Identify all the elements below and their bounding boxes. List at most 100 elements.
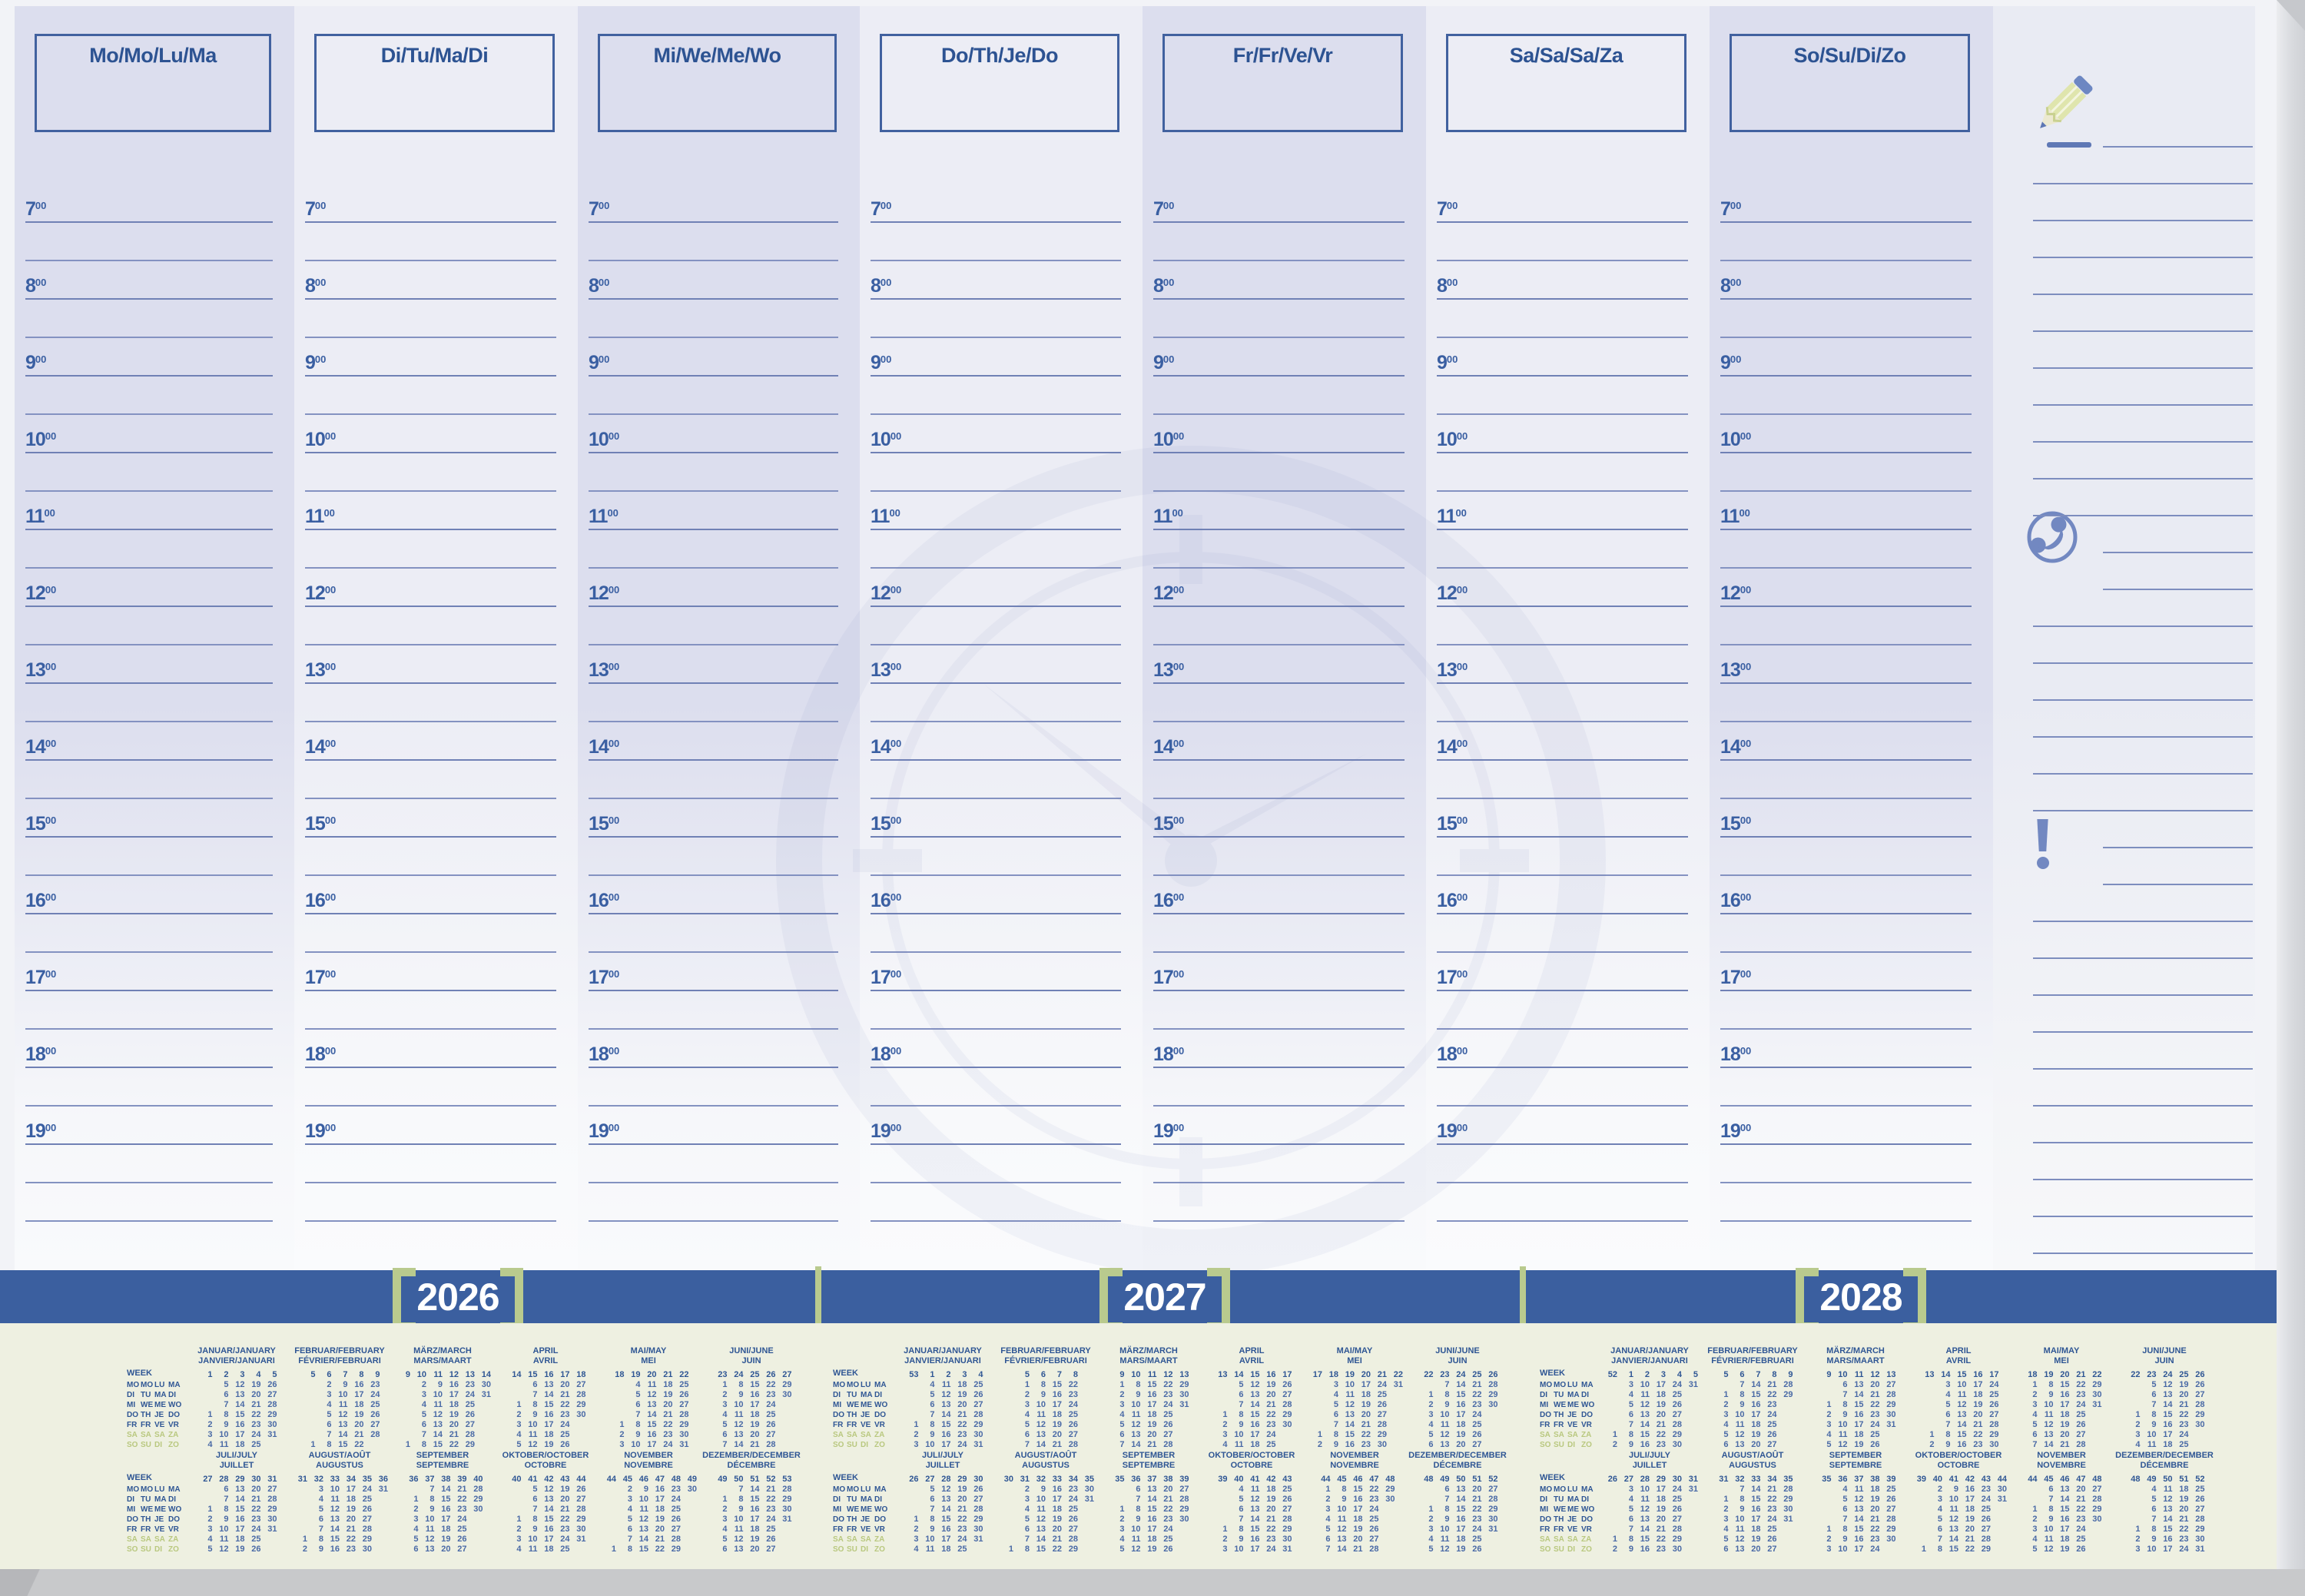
half-hour-line[interactable] bbox=[589, 951, 838, 953]
time-slot-line[interactable] bbox=[1720, 913, 1972, 914]
half-hour-line[interactable] bbox=[589, 260, 838, 261]
half-hour-line[interactable] bbox=[1437, 874, 1688, 876]
half-hour-line[interactable] bbox=[305, 567, 556, 569]
note-line[interactable] bbox=[2033, 220, 2253, 221]
half-hour-line[interactable] bbox=[25, 337, 273, 338]
half-hour-line[interactable] bbox=[25, 644, 273, 645]
half-hour-line[interactable] bbox=[1153, 1220, 1405, 1222]
note-line[interactable] bbox=[2033, 404, 2253, 406]
half-hour-line[interactable] bbox=[1437, 490, 1688, 492]
time-slot-line[interactable] bbox=[1720, 1067, 1972, 1068]
half-hour-line[interactable] bbox=[871, 1028, 1121, 1030]
note-line[interactable] bbox=[2103, 552, 2253, 553]
time-slot-line[interactable] bbox=[589, 529, 838, 530]
time-slot-line[interactable] bbox=[1153, 1067, 1405, 1068]
note-line[interactable] bbox=[2033, 810, 2253, 811]
time-slot-line[interactable] bbox=[589, 682, 838, 684]
time-slot-line[interactable] bbox=[589, 759, 838, 761]
time-slot-line[interactable] bbox=[1153, 452, 1405, 453]
half-hour-line[interactable] bbox=[1153, 1105, 1405, 1107]
time-slot-line[interactable] bbox=[1153, 990, 1405, 991]
time-slot-line[interactable] bbox=[1153, 221, 1405, 223]
half-hour-line[interactable] bbox=[305, 644, 556, 645]
note-line[interactable] bbox=[2033, 1068, 2253, 1070]
time-slot-line[interactable] bbox=[589, 836, 838, 838]
half-hour-line[interactable] bbox=[589, 413, 838, 415]
note-line[interactable] bbox=[2033, 1031, 2253, 1033]
note-line[interactable] bbox=[2033, 478, 2253, 479]
half-hour-line[interactable] bbox=[871, 1220, 1121, 1222]
time-slot-line[interactable] bbox=[589, 913, 838, 914]
time-slot-line[interactable] bbox=[25, 759, 273, 761]
half-hour-line[interactable] bbox=[1153, 1028, 1405, 1030]
note-line[interactable] bbox=[2033, 1179, 2253, 1180]
time-slot-line[interactable] bbox=[25, 298, 273, 300]
time-slot-line[interactable] bbox=[589, 990, 838, 991]
half-hour-line[interactable] bbox=[1720, 1182, 1972, 1183]
time-slot-line[interactable] bbox=[871, 836, 1121, 838]
note-line[interactable] bbox=[2033, 330, 2253, 332]
time-slot-line[interactable] bbox=[1720, 990, 1972, 991]
time-slot-line[interactable] bbox=[589, 1143, 838, 1145]
half-hour-line[interactable] bbox=[1720, 1105, 1972, 1107]
half-hour-line[interactable] bbox=[305, 798, 556, 799]
time-slot-line[interactable] bbox=[871, 913, 1121, 914]
note-line[interactable] bbox=[2033, 441, 2253, 443]
note-line[interactable] bbox=[2033, 662, 2253, 664]
time-slot-line[interactable] bbox=[1720, 606, 1972, 607]
time-slot-line[interactable] bbox=[25, 1067, 273, 1068]
note-line[interactable] bbox=[2033, 773, 2253, 775]
time-slot-line[interactable] bbox=[1437, 1143, 1688, 1145]
day-header-box[interactable]: So/Su/Di/Zo bbox=[1730, 34, 1970, 132]
half-hour-line[interactable] bbox=[1153, 951, 1405, 953]
half-hour-line[interactable] bbox=[305, 1028, 556, 1030]
half-hour-line[interactable] bbox=[1153, 490, 1405, 492]
time-slot-line[interactable] bbox=[1437, 759, 1688, 761]
time-slot-line[interactable] bbox=[25, 913, 273, 914]
half-hour-line[interactable] bbox=[871, 490, 1121, 492]
time-slot-line[interactable] bbox=[1720, 221, 1972, 223]
half-hour-line[interactable] bbox=[25, 260, 273, 261]
time-slot-line[interactable] bbox=[305, 836, 556, 838]
note-line[interactable] bbox=[2103, 146, 2253, 148]
note-line[interactable] bbox=[2033, 294, 2253, 295]
half-hour-line[interactable] bbox=[25, 1182, 273, 1183]
half-hour-line[interactable] bbox=[589, 721, 838, 722]
time-slot-line[interactable] bbox=[1153, 375, 1405, 377]
half-hour-line[interactable] bbox=[871, 567, 1121, 569]
day-header-box[interactable]: Sa/Sa/Sa/Za bbox=[1446, 34, 1686, 132]
half-hour-line[interactable] bbox=[871, 1105, 1121, 1107]
time-slot-line[interactable] bbox=[1437, 682, 1688, 684]
half-hour-line[interactable] bbox=[589, 337, 838, 338]
time-slot-line[interactable] bbox=[1720, 1143, 1972, 1145]
note-line[interactable] bbox=[2033, 699, 2253, 701]
half-hour-line[interactable] bbox=[1720, 413, 1972, 415]
time-slot-line[interactable] bbox=[1153, 759, 1405, 761]
time-slot-line[interactable] bbox=[871, 529, 1121, 530]
time-slot-line[interactable] bbox=[25, 606, 273, 607]
note-line[interactable] bbox=[2033, 1105, 2253, 1107]
time-slot-line[interactable] bbox=[1720, 375, 1972, 377]
time-slot-line[interactable] bbox=[871, 375, 1121, 377]
half-hour-line[interactable] bbox=[589, 644, 838, 645]
half-hour-line[interactable] bbox=[305, 490, 556, 492]
time-slot-line[interactable] bbox=[1437, 913, 1688, 914]
half-hour-line[interactable] bbox=[1437, 644, 1688, 645]
time-slot-line[interactable] bbox=[25, 836, 273, 838]
note-line[interactable] bbox=[2033, 625, 2253, 627]
time-slot-line[interactable] bbox=[1437, 452, 1688, 453]
half-hour-line[interactable] bbox=[871, 337, 1121, 338]
half-hour-line[interactable] bbox=[1437, 1220, 1688, 1222]
half-hour-line[interactable] bbox=[1437, 413, 1688, 415]
time-slot-line[interactable] bbox=[1720, 759, 1972, 761]
time-slot-line[interactable] bbox=[1437, 298, 1688, 300]
day-header-box[interactable]: Di/Tu/Ma/Di bbox=[314, 34, 555, 132]
time-slot-line[interactable] bbox=[871, 298, 1121, 300]
time-slot-line[interactable] bbox=[1153, 836, 1405, 838]
half-hour-line[interactable] bbox=[25, 490, 273, 492]
half-hour-line[interactable] bbox=[589, 798, 838, 799]
time-slot-line[interactable] bbox=[871, 452, 1121, 453]
note-line[interactable] bbox=[2103, 589, 2253, 590]
time-slot-line[interactable] bbox=[589, 298, 838, 300]
half-hour-line[interactable] bbox=[589, 1028, 838, 1030]
